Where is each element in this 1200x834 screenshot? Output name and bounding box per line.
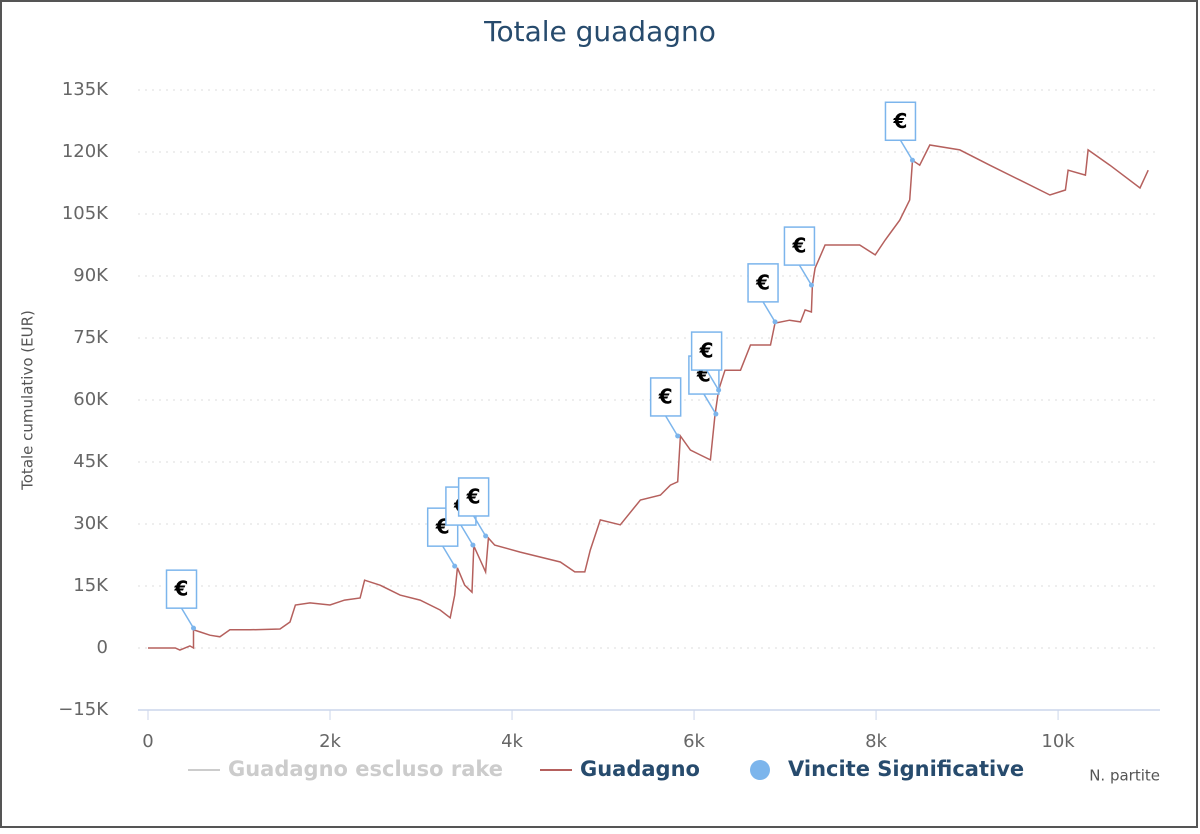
flag-connector	[899, 139, 914, 161]
y-tick-label: 60K	[73, 389, 109, 410]
flag-connector	[798, 264, 813, 286]
flag-label: €	[791, 234, 806, 258]
y-tick-label: 105K	[62, 203, 109, 224]
significant-win-point	[772, 319, 778, 325]
y-tick-label: 30K	[73, 513, 109, 534]
flag-box	[783, 226, 816, 266]
legend-symbol	[750, 760, 770, 780]
x-tick-label: 6k	[683, 731, 705, 752]
y-tick-label: 75K	[73, 327, 109, 348]
flag-box	[165, 569, 198, 609]
y-tick-label: 135K	[62, 79, 109, 100]
flag-box	[457, 477, 490, 517]
flag-connector	[703, 393, 717, 415]
x-tick-label: 8k	[865, 731, 887, 752]
y-tick-label: 120K	[62, 141, 109, 162]
flag-box	[884, 101, 917, 142]
legend-label: Guadagno escluso rake	[228, 757, 503, 781]
significant-win-point	[452, 563, 458, 569]
significant-win-point	[716, 387, 722, 393]
flag-connector	[762, 301, 776, 323]
legend-label: Guadagno	[580, 757, 700, 781]
y-tick-label: 90K	[73, 265, 109, 286]
significant-win-point	[470, 542, 476, 548]
y-tick-label: 45K	[73, 451, 109, 472]
significant-win-point	[713, 411, 719, 417]
data-line	[148, 144, 1149, 651]
x-tick-label: 0	[142, 731, 153, 752]
y-tick-label: −15K	[58, 699, 109, 720]
flag-connector	[665, 415, 679, 437]
flag-label: €	[755, 270, 770, 294]
flag-label: €	[174, 577, 189, 601]
significant-win-point	[909, 157, 915, 163]
flag-box	[649, 377, 682, 417]
flag-connector	[705, 369, 720, 391]
chart-title: Totale guadagno	[483, 15, 716, 48]
x-axis-title: N. partite	[1089, 767, 1160, 785]
flag-connector	[473, 515, 487, 537]
flag-connector	[180, 607, 195, 629]
flag-connector	[442, 545, 456, 567]
flag-label: €	[658, 384, 673, 408]
legend-label: Vincite Significative	[788, 757, 1024, 781]
significant-win-point	[191, 625, 197, 631]
significant-win-point	[483, 533, 489, 539]
significant-win-point	[675, 433, 681, 439]
x-tick-label: 10k	[1041, 731, 1075, 752]
x-tick-label: 2k	[319, 731, 341, 752]
x-tick-label: 4k	[501, 731, 523, 752]
flag-box	[747, 263, 779, 303]
flag-box	[690, 331, 723, 371]
flag-label: €	[466, 484, 481, 508]
flag-label: €	[699, 339, 714, 363]
flag-label: €	[893, 109, 908, 133]
y-tick-label: 0	[97, 637, 108, 658]
y-tick-label: 15K	[73, 575, 109, 596]
y-axis-title: Totale cumulativo (EUR)	[19, 310, 37, 491]
significant-win-point	[808, 282, 814, 288]
flag-connector	[460, 524, 474, 546]
